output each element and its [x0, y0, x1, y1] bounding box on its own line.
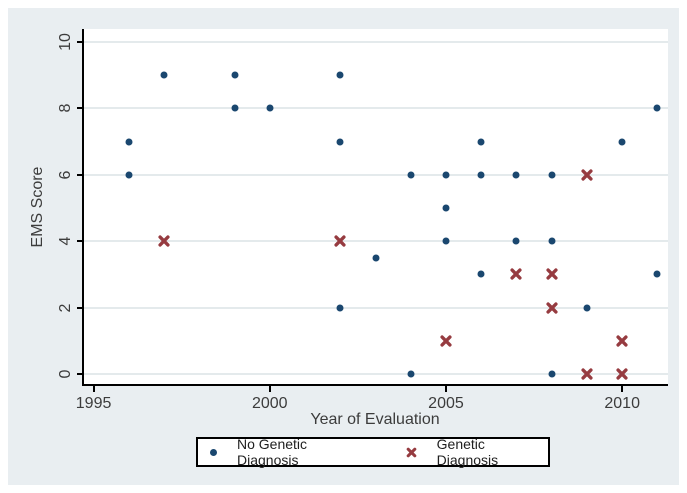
data-point-dot — [477, 270, 485, 278]
data-point-dot — [512, 171, 520, 179]
y-tick-label-0: 0 — [57, 369, 74, 379]
data-point-dot — [548, 171, 556, 179]
legend-dot-marker-icon — [210, 448, 217, 456]
x-axis-title: Year of Evaluation — [310, 411, 440, 428]
data-point-x — [545, 268, 558, 281]
data-point-dot — [477, 171, 485, 179]
data-point-dot — [336, 71, 344, 79]
y-tick-10 — [77, 40, 83, 43]
data-point-dot — [442, 204, 450, 212]
data-point-dot — [407, 370, 415, 378]
gridline-y-4 — [83, 240, 668, 243]
data-point-dot — [618, 138, 626, 146]
y-axis-title: EMS Score — [29, 166, 46, 248]
gridline-y-8 — [83, 107, 668, 110]
data-point-dot — [125, 138, 133, 146]
y-tick-4 — [77, 240, 83, 243]
data-point-dot — [336, 304, 344, 312]
y-tick-label-4: 4 — [57, 236, 74, 246]
data-point-x — [580, 168, 593, 181]
data-point-dot — [231, 104, 239, 112]
data-point-dot — [442, 171, 450, 179]
data-point-dot — [477, 138, 485, 146]
data-point-dot — [407, 171, 415, 179]
gridline-y-2 — [83, 306, 668, 309]
x-tick-label-2010: 2010 — [604, 395, 640, 412]
data-point-x — [334, 235, 347, 248]
data-point-dot — [548, 370, 556, 378]
legend-box: No Genetic Diagnosis Genetic Diagnosis — [196, 436, 550, 468]
y-tick-label-8: 8 — [57, 103, 74, 113]
y-tick-8 — [77, 107, 83, 110]
y-axis-line — [82, 29, 84, 386]
data-point-dot — [442, 237, 450, 245]
x-tick-2005 — [444, 386, 447, 392]
data-point-dot — [266, 104, 274, 112]
data-point-dot — [548, 237, 556, 245]
gridline-y-0 — [83, 373, 668, 376]
x-tick-label-2005: 2005 — [428, 395, 464, 412]
data-point-x — [616, 368, 629, 381]
plot-area — [83, 29, 668, 385]
y-tick-label-2: 2 — [57, 303, 74, 313]
data-point-dot — [653, 270, 661, 278]
data-point-x — [158, 235, 171, 248]
data-point-x — [510, 268, 523, 281]
chart-canvas: EMS Score Year of Evaluation 0 2 4 6 8 10 1995… — [8, 8, 679, 485]
data-point-dot — [336, 138, 344, 146]
x-tick-label-2000: 2000 — [251, 395, 288, 412]
y-tick-label-10: 10 — [57, 33, 74, 51]
x-axis-line — [82, 384, 668, 386]
y-tick-2 — [77, 306, 83, 309]
x-tick-1995 — [92, 386, 95, 392]
legend-label-no-genetic-diagnosis: No Genetic Diagnosis — [237, 436, 308, 468]
x-tick-2000 — [268, 386, 271, 392]
data-point-dot — [372, 254, 379, 262]
data-point-dot — [125, 171, 133, 179]
x-tick-label-1995: 1995 — [75, 395, 112, 412]
data-point-dot — [583, 304, 591, 312]
gridline-y-6 — [83, 173, 668, 176]
data-point-x — [616, 334, 629, 347]
gridline-y-10 — [83, 40, 668, 43]
legend-x-marker-icon — [406, 447, 417, 458]
y-tick-label-6: 6 — [57, 170, 74, 180]
data-point-dot — [512, 237, 520, 245]
data-point-dot — [653, 104, 661, 112]
legend-label-genetic-diagnosis: Genetic Diagnosis — [436, 436, 499, 468]
data-point-dot — [231, 71, 239, 79]
y-tick-6 — [77, 173, 83, 176]
data-point-x — [545, 301, 558, 314]
data-point-x — [439, 334, 452, 347]
data-point-x — [580, 368, 593, 381]
data-point-dot — [160, 71, 168, 79]
x-tick-2010 — [621, 386, 624, 392]
y-tick-0 — [77, 373, 83, 376]
